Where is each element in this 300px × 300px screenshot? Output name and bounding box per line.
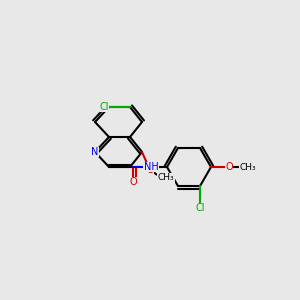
Text: O: O (129, 177, 137, 187)
Text: Cl: Cl (99, 102, 109, 112)
Text: CH₃: CH₃ (158, 173, 174, 182)
Text: Cl: Cl (195, 203, 205, 213)
Text: N: N (91, 147, 99, 157)
Text: O: O (146, 165, 154, 175)
Text: NH: NH (144, 162, 158, 172)
Text: CH₃: CH₃ (240, 163, 256, 172)
Text: O: O (225, 162, 233, 172)
